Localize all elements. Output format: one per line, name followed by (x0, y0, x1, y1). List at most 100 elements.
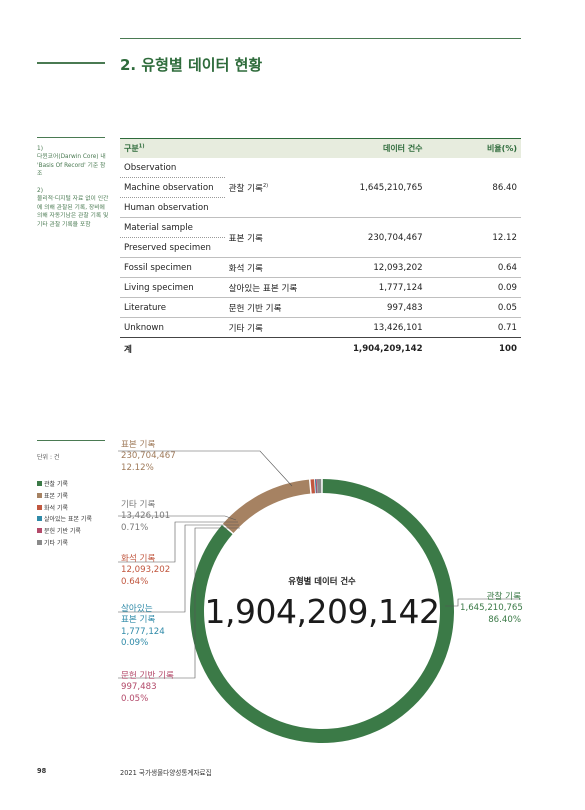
donut-center-total: 1,904,209,142 (204, 592, 440, 631)
table-row: Living specimen 살아있는 표본 기록 1,777,124 0.0… (120, 277, 521, 298)
leader-line-spec (118, 450, 293, 487)
row-kor-label: 살아있는 표본 기록 (224, 277, 302, 298)
leader-line-obs (445, 598, 521, 607)
footnote-1: 1) 다윈코어(Darwin Core) 내 'Basis Of Record'… (37, 145, 109, 179)
table-header-row: 구분1) 데이터 건수 비율(%) (120, 138, 521, 158)
callout-etc-pct: 0.71% (121, 522, 149, 533)
footnote-2-text: 물리적·디지털 자료 없이 인간에 의해 관찰된 기록, 장비에 의해 자동기남… (37, 196, 109, 228)
row-count: 1,777,124 (301, 277, 427, 298)
callout-obs-value: 1,645,210,765 (460, 603, 523, 614)
donut-slice (316, 479, 322, 494)
donut-slices (189, 479, 455, 744)
row-ratio: 12.12 (426, 217, 521, 258)
row-en-label: Fossil specimen (120, 257, 225, 278)
row-en-label: Preserved specimen (120, 237, 225, 258)
total-ratio: 100 (426, 337, 521, 360)
row-kor-label: 기타 기록 (224, 317, 302, 338)
callout-living-name-2: 표본 기록 (121, 615, 156, 626)
table-row: Fossil specimen 화석 기록 12,093,202 0.64 (120, 257, 521, 278)
row-en-label: Observation (124, 162, 177, 173)
table-row: Human observation (120, 197, 521, 218)
callout-etc: 기타 기록 13,426,101 0.71% (121, 500, 170, 534)
chart-legend: 관찰 기록 표본 기록 화석 기록 살아있는 표본 기록 문헌 기반 기록 기타… (37, 479, 92, 550)
callout-fossil: 화석 기록 12,093,202 0.64% (121, 554, 170, 588)
table-row: Unknown 기타 기록 13,426,101 0.71 (120, 317, 521, 338)
callout-fossil-value: 12,093,202 (121, 565, 171, 576)
callout-lit-name: 문헌 기반 기록 (121, 671, 174, 681)
row-en-label: Machine observation (120, 177, 225, 198)
row-ratio: 0.71 (426, 317, 521, 338)
legend-item: 문헌 기반 기록 (37, 526, 92, 538)
donut-slice (222, 479, 311, 533)
row-count: 997,483 (301, 297, 427, 318)
legend-swatch (37, 539, 42, 545)
callout-fossil-pct: 0.64% (121, 576, 149, 587)
callout-etc-name: 기타 기록 (121, 500, 156, 510)
callout-living: 살아있는 표본 기록 1,777,124 0.09% (121, 604, 165, 650)
callout-living-pct: 0.09% (121, 638, 149, 649)
donut-slice (314, 479, 317, 494)
row-en-label: Human observation (120, 197, 225, 218)
legend-swatch (37, 516, 42, 522)
table-row: Machine observation (120, 177, 521, 198)
callout-lit: 문헌 기반 기록 997,483 0.05% (121, 671, 174, 705)
callout-obs-pct: 86.40% (488, 614, 521, 625)
footnote-2-number: 2) (37, 188, 43, 194)
table-total-row: 계 1,904,209,142 100 (120, 337, 521, 360)
header-category: 구분1) (120, 138, 302, 158)
donut-slice (310, 479, 315, 494)
callout-spec-value: 230,704,467 (121, 451, 176, 462)
chart-notes-rule (37, 440, 105, 441)
callout-etc-value: 13,426,101 (121, 511, 171, 522)
row-kor-label: 관찰 기록2) (228, 182, 269, 194)
row-ratio: 0.09 (426, 277, 521, 298)
row-count: 230,704,467 (301, 217, 427, 258)
callout-obs: 관찰 기록 1,645,210,765 86.40% (460, 592, 523, 626)
table-row: Material sample 표본 기록 230,704,467 12.12 (120, 217, 521, 258)
leader-line-lit (118, 527, 240, 679)
table-row: Observation 관찰 기록2) 1,645,210,765 86.40 (120, 158, 521, 194)
callout-living-name-1: 살아있는 (121, 604, 153, 614)
callout-fossil-name: 화석 기록 (121, 554, 156, 564)
page-number: 98 (37, 767, 47, 775)
row-en-label: Living specimen (120, 277, 225, 298)
footnote-1-text: 다윈코어(Darwin Core) 내 'Basis Of Record' 기준… (37, 154, 106, 178)
row-en-label: Unknown (120, 317, 225, 338)
notes-rule (37, 137, 105, 138)
legend-swatch (37, 481, 42, 486)
row-kor-label: 화석 기록 (224, 257, 302, 278)
legend-item: 기타 기록 (37, 538, 92, 550)
row-ratio: 86.40 (492, 182, 517, 193)
callout-spec: 표본 기록 230,704,467 12.12% (121, 440, 176, 474)
legend-item: 화석 기록 (37, 503, 92, 515)
legend-item: 살아있는 표본 기록 (37, 514, 92, 526)
legend-swatch (37, 528, 42, 534)
leader-line-living (118, 524, 239, 613)
leader-line-fossil (118, 521, 238, 563)
footnote-1-number: 1) (37, 146, 43, 152)
table-row: Literature 문헌 기반 기록 997,483 0.05 (120, 297, 521, 318)
row-count: 1,645,210,765 (359, 182, 423, 193)
footnote-2: 2) 물리적·디지털 자료 없이 인간에 의해 관찰된 기록, 장비에 의해 자… (37, 187, 109, 229)
left-accent-rule (37, 62, 105, 64)
type-data-table: 구분1) 데이터 건수 비율(%) Observation 관찰 기록2) 1,… (120, 138, 521, 360)
legend-item: 관찰 기록 (37, 479, 92, 491)
donut-slice (315, 479, 318, 494)
total-count: 1,904,209,142 (301, 337, 427, 360)
section-title: 2. 유형별 데이터 현황 (120, 56, 263, 74)
legend-swatch (37, 504, 42, 510)
top-rule (120, 38, 521, 39)
callout-obs-name: 관찰 기록 (486, 592, 521, 602)
row-ratio: 0.05 (426, 297, 521, 318)
donut-center-title: 유형별 데이터 건수 (288, 576, 356, 586)
leader-line-etc (118, 515, 237, 521)
legend-swatch (37, 492, 42, 498)
callout-lit-pct: 0.05% (121, 693, 149, 704)
row-ratio: 0.64 (426, 257, 521, 278)
total-label: 계 (120, 337, 302, 360)
callout-spec-name: 표본 기록 (121, 440, 156, 450)
header-count: 데이터 건수 (301, 138, 427, 158)
row-kor-label: 문헌 기반 기록 (224, 297, 302, 318)
chart-unit: 단위 : 건 (37, 454, 60, 461)
